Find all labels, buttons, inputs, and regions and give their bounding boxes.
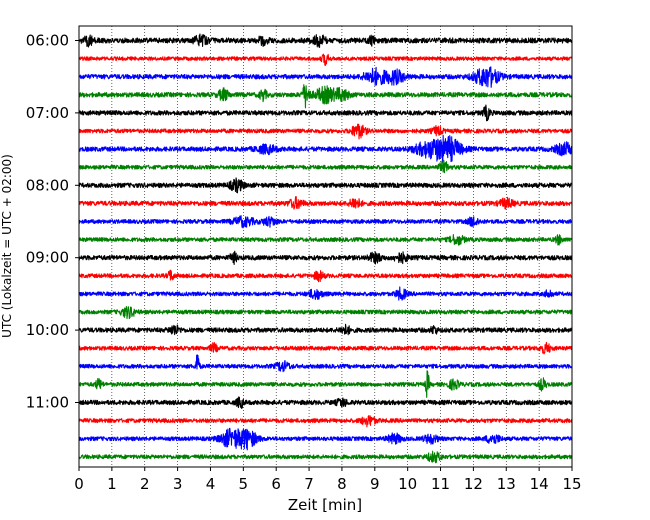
y-tick-label-5: 11:00 (26, 394, 69, 412)
trace-0800 (78, 177, 573, 194)
trace-0615 (78, 53, 573, 66)
x-tick-label-10: 10 (398, 475, 417, 493)
plot-frame (78, 25, 573, 468)
x-tick-label-8: 8 (337, 475, 347, 493)
y-tick-label-4: 10:00 (26, 321, 69, 339)
x-tick-label-5: 5 (239, 475, 249, 493)
trace-1115 (78, 414, 573, 428)
y-tick-label-3: 09:00 (26, 249, 69, 267)
trace-0730 (78, 134, 573, 164)
x-tick-label-14: 14 (530, 475, 549, 493)
x-tick-label-13: 13 (497, 475, 516, 493)
trace-0900 (78, 250, 573, 266)
y-axis-label: UTC (Lokalzeit = UTC + 02:00) (0, 154, 14, 338)
trace-1045 (78, 370, 573, 398)
trace-1000 (78, 323, 573, 336)
x-axis-label: Zeit [min] (288, 496, 362, 514)
x-tick-label-6: 6 (271, 475, 281, 493)
x-tick-label-9: 9 (370, 475, 380, 493)
y-tick-label-1: 07:00 (26, 104, 69, 122)
x-tick-label-11: 11 (431, 475, 450, 493)
trace-1145 (78, 450, 573, 464)
x-tick-label-4: 4 (206, 475, 216, 493)
trace-0815 (78, 196, 573, 210)
trace-1015 (78, 341, 573, 355)
x-tick-label-15: 15 (562, 475, 581, 493)
x-axis: 0 1 2 3 4 5 6 7 8 9 10 11 12 13 14 15 (74, 467, 582, 493)
trace-0915 (78, 269, 573, 283)
x-tick-label-12: 12 (464, 475, 483, 493)
trace-0745 (78, 159, 573, 174)
trace-0645 (78, 84, 573, 109)
trace-1030 (78, 354, 573, 373)
trace-0600 (78, 33, 573, 48)
trace-1100 (78, 396, 573, 409)
trace-1130 (78, 427, 573, 451)
trace-0715 (78, 123, 573, 140)
x-tick-label-1: 1 (107, 475, 117, 493)
x-tick-label-2: 2 (140, 475, 150, 493)
x-tick-label-0: 0 (74, 475, 84, 493)
trace-0845 (78, 234, 573, 246)
y-tick-label-2: 08:00 (26, 176, 69, 194)
trace-0930 (78, 286, 573, 301)
trace-0830 (78, 215, 573, 229)
trace-0945 (78, 305, 573, 320)
trace-0700 (78, 104, 573, 122)
trace-0630 (78, 66, 573, 88)
x-tick-label-3: 3 (173, 475, 183, 493)
x-tick-label-7: 7 (304, 475, 314, 493)
y-axis: 06:00 07:00 08:00 09:00 10:00 11:00 (26, 32, 79, 412)
trace-group (78, 33, 573, 464)
y-tick-label-0: 06:00 (26, 32, 69, 50)
